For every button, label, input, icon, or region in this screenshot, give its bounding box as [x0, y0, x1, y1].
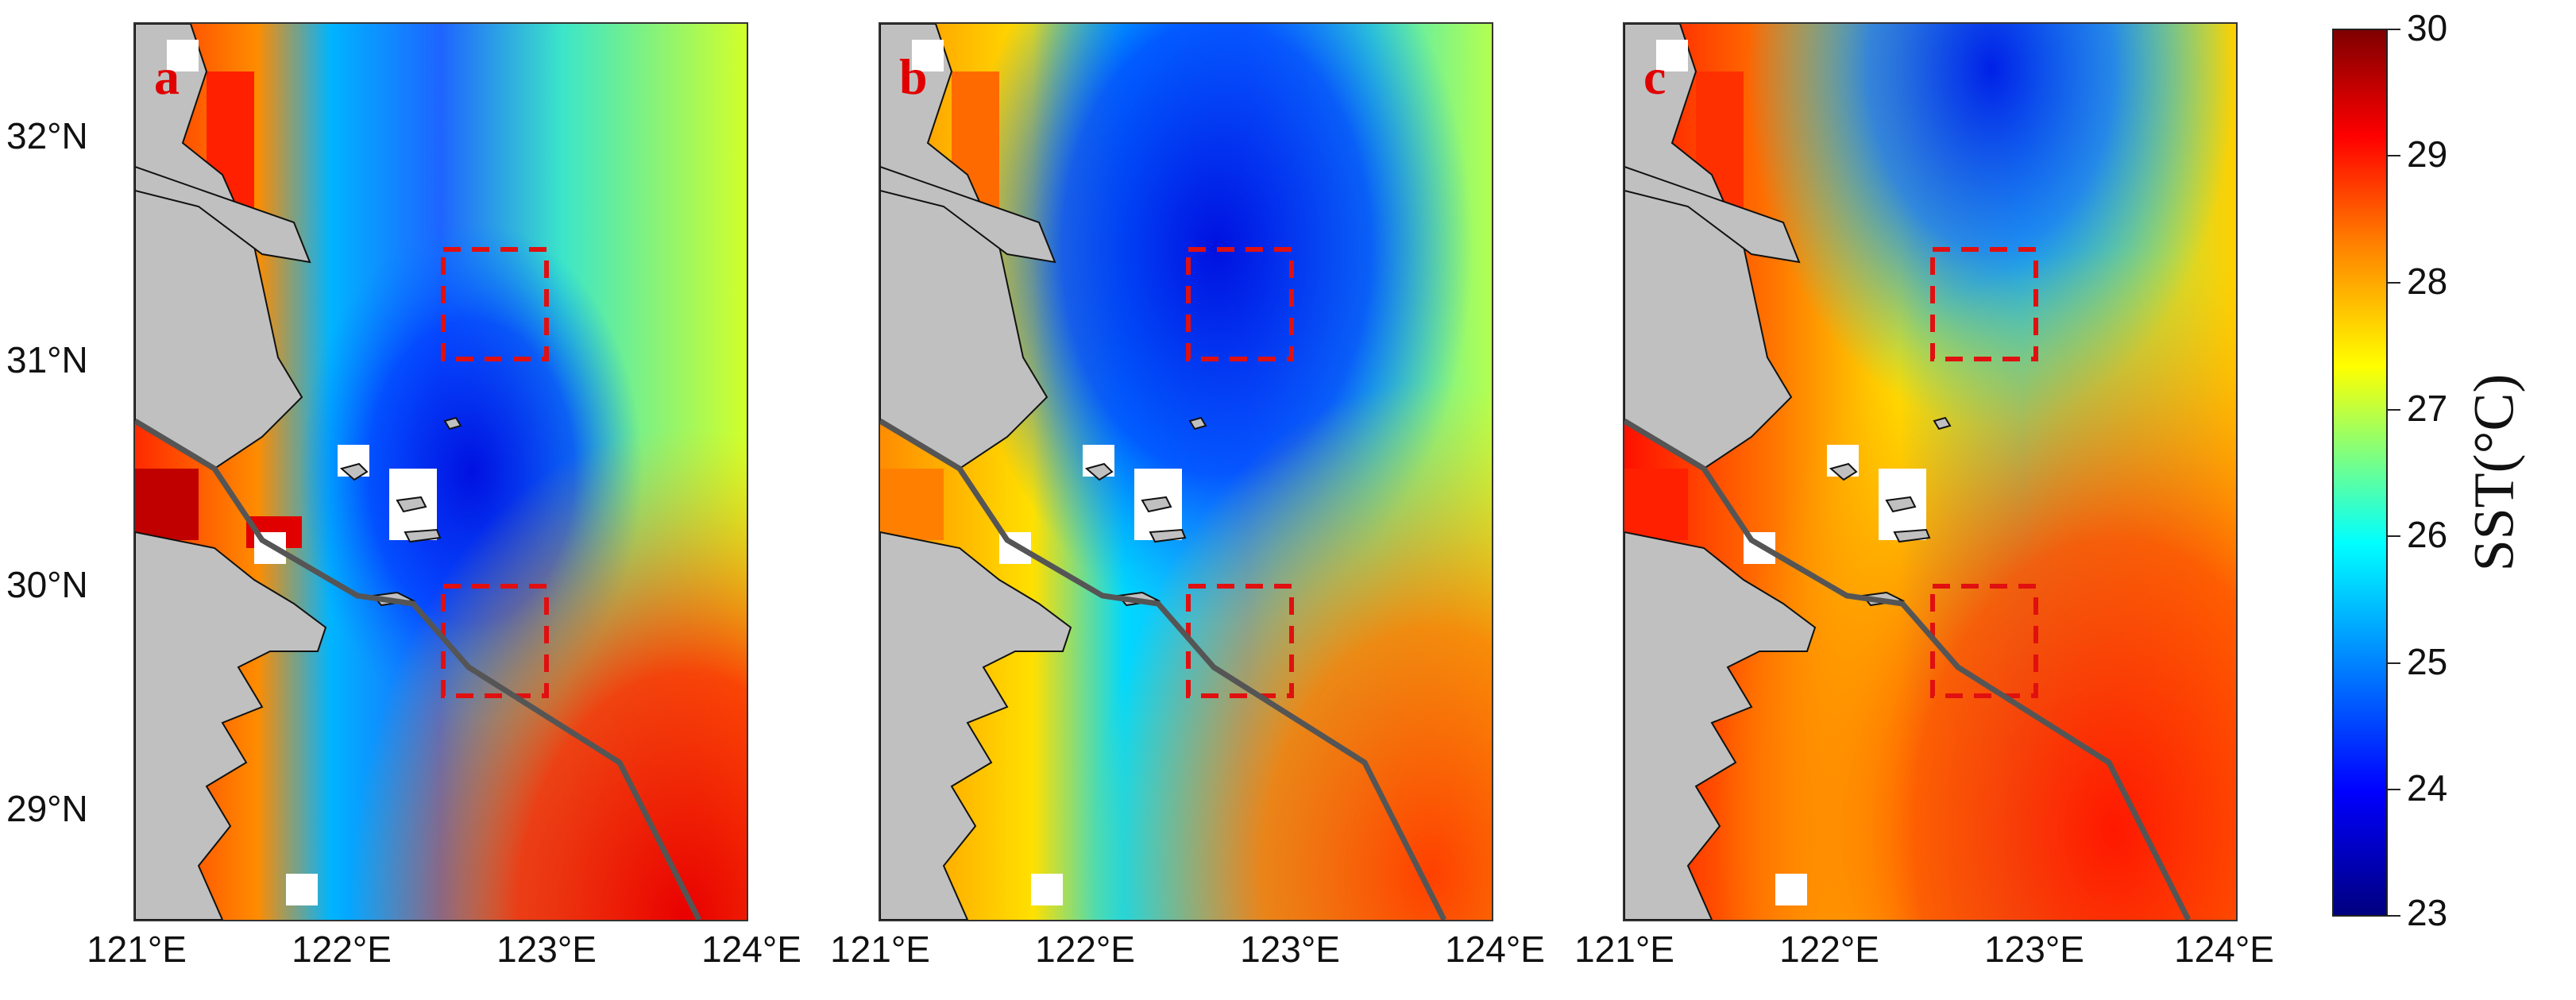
panel-label-c: c	[1643, 48, 1666, 105]
map-panel-b: b	[879, 22, 1493, 921]
colorbar-tick	[2388, 155, 2400, 156]
lon-tick-121e-b: 121°E	[830, 929, 930, 970]
colorbar-tick	[2388, 29, 2400, 30]
colorbar-title: SST(°C)	[2462, 373, 2526, 572]
lon-tick-124e-c: 124°E	[2174, 929, 2274, 970]
colorbar-label-25: 25	[2407, 641, 2448, 682]
lon-tick-123e-c: 123°E	[1984, 929, 2084, 970]
colorbar-tick	[2388, 789, 2400, 790]
sst-field-c	[1624, 24, 2236, 920]
lon-tick-121e-c: 121°E	[1574, 929, 1674, 970]
lat-tick-29n: 29°N	[6, 788, 88, 829]
colorbar-label-27: 27	[2407, 388, 2448, 429]
lon-tick-122e-a: 122°E	[292, 929, 392, 970]
lon-tick-123e-a: 123°E	[496, 929, 597, 970]
storm-track-c	[1624, 418, 2192, 920]
colorbar-tick	[2388, 282, 2400, 284]
study-box-south-a	[441, 584, 549, 698]
study-box-south-c	[1930, 584, 2038, 698]
study-box-north-c	[1930, 247, 2038, 361]
colorbar-label-24: 24	[2407, 767, 2448, 809]
lon-tick-124e-b: 124°E	[1445, 929, 1545, 970]
lon-tick-122e-c: 122°E	[1779, 929, 1879, 970]
colorbar-tick	[2388, 662, 2400, 664]
colorbar-tick	[2388, 915, 2400, 917]
panel-label-b: b	[899, 48, 928, 105]
colorbar-label-29: 29	[2407, 133, 2448, 175]
lat-tick-31n: 31°N	[6, 339, 88, 380]
lon-tick-122e-b: 122°E	[1035, 929, 1135, 970]
study-box-north-b	[1186, 247, 1294, 361]
map-panel-a: a	[133, 22, 748, 921]
panel-label-a: a	[154, 48, 180, 105]
storm-track-b	[880, 418, 1447, 920]
study-box-south-b	[1186, 584, 1294, 698]
lat-tick-30n: 30°N	[6, 564, 88, 605]
lat-tick-32n: 32°N	[6, 115, 88, 156]
colorbar-label-26: 26	[2407, 514, 2448, 555]
storm-track-a	[135, 418, 702, 920]
colorbar-tick	[2388, 535, 2400, 537]
sst-field-b	[880, 24, 1492, 920]
colorbar-label-23: 23	[2407, 892, 2448, 933]
lon-tick-123e-b: 123°E	[1240, 929, 1340, 970]
lon-tick-121e-a: 121°E	[87, 929, 187, 970]
lon-tick-124e-a: 124°E	[701, 929, 801, 970]
colorbar-label-30: 30	[2407, 7, 2448, 48]
colorbar-tick	[2388, 409, 2400, 411]
sst-colorbar	[2332, 29, 2388, 917]
map-panel-c: c	[1623, 22, 2238, 921]
colorbar-label-28: 28	[2407, 261, 2448, 302]
sst-field-a	[135, 24, 747, 920]
study-box-north-a	[441, 247, 549, 361]
